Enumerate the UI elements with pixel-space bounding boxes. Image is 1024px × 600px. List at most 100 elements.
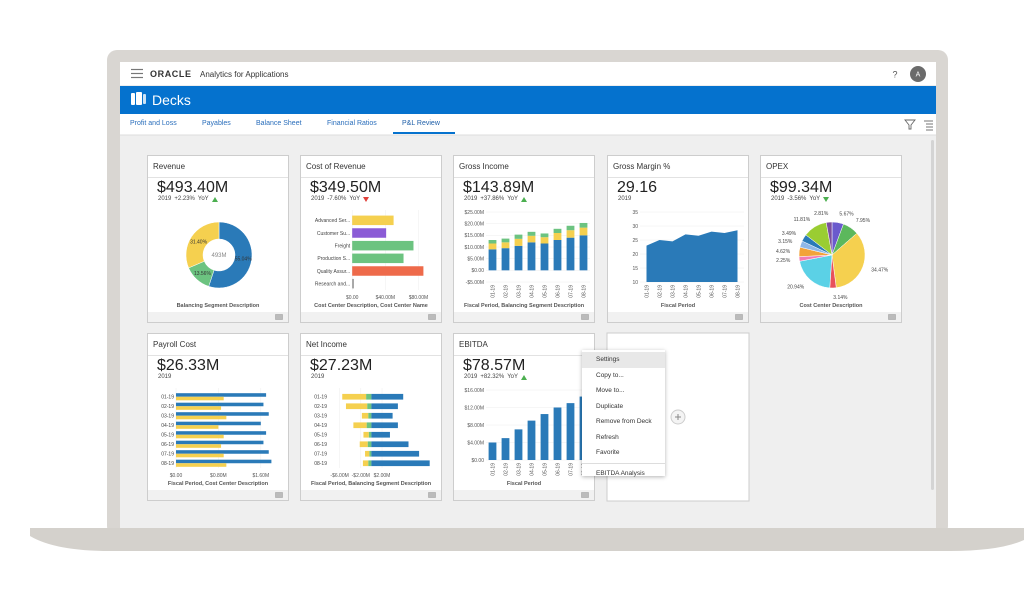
axis-label: Cost Center Description, Cost Center Nam… bbox=[314, 303, 428, 309]
bar bbox=[368, 460, 372, 467]
bar bbox=[176, 402, 264, 407]
category-label: 07-19 bbox=[314, 452, 327, 458]
x-tick-label: $80.00M bbox=[409, 295, 428, 301]
slice-label: 3.14% bbox=[833, 295, 848, 301]
axis-label: Fiscal Period bbox=[660, 303, 696, 309]
category-label: 03-19 bbox=[161, 414, 174, 420]
menu-item[interactable]: Favorite bbox=[596, 449, 620, 456]
menu-item[interactable]: Duplicate bbox=[596, 402, 624, 410]
pie-slice bbox=[831, 232, 866, 289]
comment-shape bbox=[888, 314, 896, 320]
bar bbox=[553, 240, 562, 271]
center-label: 493M bbox=[211, 253, 226, 259]
tab[interactable]: P&L Review bbox=[402, 120, 440, 127]
scrollbar[interactable] bbox=[931, 140, 934, 490]
card-value: $26.33M bbox=[157, 357, 220, 374]
y-tick-label: 35 bbox=[632, 210, 638, 216]
slice-label: 7.95% bbox=[856, 218, 871, 224]
yoy-label: YoY bbox=[809, 196, 821, 202]
pie-slice bbox=[208, 221, 253, 289]
x-tick-label: 02-19 bbox=[503, 463, 509, 476]
category-label: 04-19 bbox=[314, 423, 327, 429]
bar bbox=[369, 450, 372, 457]
bar bbox=[553, 228, 562, 233]
bar bbox=[359, 441, 368, 448]
trend-icon bbox=[521, 196, 528, 202]
y-tick-label: $15.00M bbox=[465, 233, 484, 239]
slice-label: 5.67% bbox=[839, 211, 854, 217]
bar bbox=[501, 248, 510, 271]
x-tick-label: 01-19 bbox=[490, 463, 496, 476]
chart: $0.00 $40.00M $80.00M Advanced Ser... Custom… bbox=[315, 210, 428, 301]
bar bbox=[176, 406, 222, 410]
yoy-label: YoY bbox=[507, 196, 519, 202]
list-icon[interactable] bbox=[924, 120, 933, 131]
menu-item[interactable]: EBITDA Analysis bbox=[596, 469, 645, 477]
y-tick-label: 15 bbox=[632, 266, 638, 272]
year: 2019 bbox=[311, 196, 325, 202]
pie-slice bbox=[185, 221, 220, 269]
change: +37.86% bbox=[480, 196, 505, 202]
title-bar bbox=[120, 86, 936, 114]
x-tick-label: 05-19 bbox=[696, 285, 702, 298]
tab[interactable]: Profit and Loss bbox=[130, 120, 177, 127]
card-subline: 2019 +37.86% YoY bbox=[464, 196, 528, 202]
comment-icon bbox=[428, 492, 436, 498]
bar bbox=[362, 460, 369, 467]
tab[interactable]: Payables bbox=[202, 120, 231, 127]
card[interactable]: Gross Income $143.89M 2019 +37.86% YoY -$5.00… bbox=[453, 155, 595, 323]
change: +82.32% bbox=[480, 374, 505, 380]
comment-shape bbox=[428, 314, 436, 320]
help[interactable]: ? bbox=[892, 70, 897, 80]
axis-label: Cost Center Description bbox=[799, 303, 863, 309]
menu-item[interactable]: Remove from Deck bbox=[596, 418, 652, 425]
card[interactable]: Revenue $493.40M 2019 +2.23% YoY 55.04% 13.56%… bbox=[147, 155, 289, 323]
bar bbox=[527, 231, 536, 236]
bar bbox=[368, 412, 372, 419]
bar bbox=[342, 393, 367, 400]
category-label: 07-19 bbox=[161, 452, 174, 458]
add-card-button[interactable] bbox=[670, 409, 686, 425]
x-tick-label: 04-19 bbox=[529, 285, 535, 298]
card-subline: 2019 +82.32% YoY bbox=[464, 374, 528, 380]
y-tick-label: 25 bbox=[632, 238, 638, 244]
x-tick-label: 01-19 bbox=[644, 285, 650, 298]
card[interactable]: Gross Margin % 29.16 2019 10 15 20 25 30 35 01-19… bbox=[607, 155, 749, 323]
card-value: 29.16 bbox=[617, 179, 658, 196]
slice-label: 20.94% bbox=[787, 284, 805, 290]
bar bbox=[501, 238, 510, 243]
category-label: 01-19 bbox=[314, 395, 327, 401]
card[interactable]: OPEX $99.34M 2019 -3.56% YoY 5.67% 7.95% 34.47%… bbox=[760, 155, 902, 323]
comment-icon bbox=[275, 314, 283, 320]
slice-label: 34.47% bbox=[871, 268, 889, 274]
card[interactable]: Net Income $27.23M 2019 -$6.00M -$2.00M $2.00… bbox=[300, 333, 442, 501]
bar bbox=[352, 228, 387, 238]
x-tick-label: $0.00 bbox=[346, 295, 359, 301]
yoy-label: YoY bbox=[197, 196, 209, 202]
tab[interactable]: Financial Ratios bbox=[327, 120, 377, 127]
tab[interactable]: Balance Sheet bbox=[256, 120, 302, 127]
menu-item[interactable]: Refresh bbox=[596, 433, 619, 441]
card[interactable]: Cost of Revenue $349.50M 2019 -7.60% YoY $0.0… bbox=[300, 155, 442, 323]
menu-item[interactable]: Copy to... bbox=[596, 371, 624, 379]
avatar[interactable] bbox=[910, 66, 926, 82]
card[interactable]: EBITDA $78.57M 2019 +82.32% YoY $0.00 $4.00M $8… bbox=[453, 333, 595, 501]
bar bbox=[176, 440, 264, 445]
card-value: $143.89M bbox=[463, 179, 535, 196]
decks-icon bbox=[131, 92, 146, 105]
filter-icon[interactable] bbox=[904, 119, 916, 130]
chart: $0.00 $0.80M $1.60M 01-19 02-19 03-19 04-19 05-… bbox=[161, 388, 272, 479]
menu-icon[interactable] bbox=[131, 68, 143, 79]
bar bbox=[514, 429, 523, 460]
chart: 10 15 20 25 30 35 01-19 02-19 03-19 04-19 05-19 06-… bbox=[632, 210, 744, 298]
bar bbox=[367, 403, 372, 410]
card-value: $349.50M bbox=[310, 179, 382, 196]
menu-item[interactable]: Move to... bbox=[596, 387, 625, 394]
slice-label: 4.62% bbox=[776, 249, 791, 255]
x-tick-label: 05-19 bbox=[542, 463, 548, 476]
category-label: 08-19 bbox=[161, 461, 174, 467]
x-tick-label: 06-19 bbox=[555, 285, 561, 298]
card[interactable]: Payroll Cost $26.33M 2019 $0.00 $0.80M $1.60M… bbox=[147, 333, 289, 501]
menu-item[interactable]: Settings bbox=[582, 352, 665, 368]
change: -7.60% bbox=[327, 196, 347, 202]
